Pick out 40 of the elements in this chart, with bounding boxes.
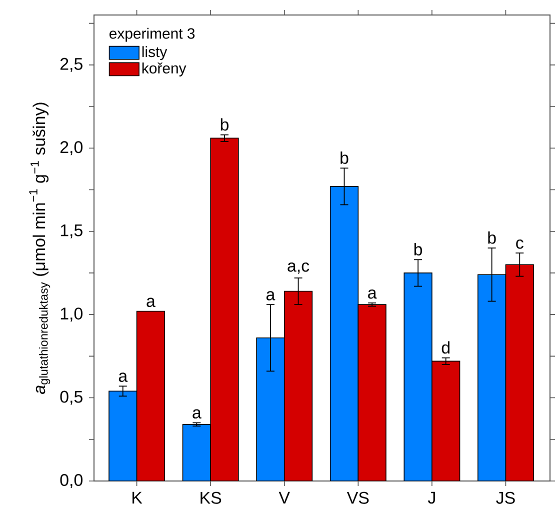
bar	[330, 186, 358, 481]
annotation: a,c	[288, 262, 310, 274]
y-tick-label: 2,0	[60, 141, 82, 156]
bar	[358, 304, 386, 481]
annotation: b	[414, 243, 422, 256]
bar	[284, 291, 312, 481]
annotation: d	[442, 341, 450, 354]
x-tick-label: JS	[496, 492, 515, 504]
bar	[108, 391, 137, 481]
y-tick-label: 2,5	[60, 58, 82, 72]
y-axis-title: $\textit{a}_{\text{glutathionreduktasy}}\text{ (μmol min}^{\text{−1}}\text{ g}^{\text{−1}}\text{ sušiny)}$	[29, 102, 50, 394]
annotation: a	[192, 409, 202, 419]
x-tick-label: V	[278, 492, 290, 504]
bar	[210, 138, 238, 481]
bar	[505, 264, 534, 481]
y-tick-label: 1,0	[60, 308, 82, 322]
x-tick-label: KS	[200, 492, 222, 504]
bar	[136, 311, 165, 481]
annotation: a	[146, 298, 156, 308]
bar	[404, 272, 432, 481]
x-tick-label: VS	[346, 492, 369, 504]
annotation: c	[516, 240, 524, 249]
annotation: a	[118, 372, 128, 382]
legend-title: experiment 3	[110, 28, 195, 42]
legend-label: kořeny	[142, 62, 186, 76]
y-tick-label: 0,0	[60, 474, 82, 488]
y-tick-label: 1,5	[60, 224, 82, 238]
bar	[182, 424, 211, 481]
bar	[432, 361, 460, 481]
annotation: a	[266, 291, 276, 300]
annotation: b	[488, 231, 496, 244]
annotation: a	[368, 289, 377, 299]
y-tick-label: 0,5	[60, 390, 82, 405]
annotation: b	[340, 151, 348, 164]
annotation: b	[220, 118, 228, 131]
x-tick-label: K	[132, 492, 142, 504]
legend-label: listy	[142, 46, 168, 60]
x-tick-label: J	[428, 492, 435, 504]
bar	[256, 338, 284, 481]
bar	[478, 274, 506, 481]
